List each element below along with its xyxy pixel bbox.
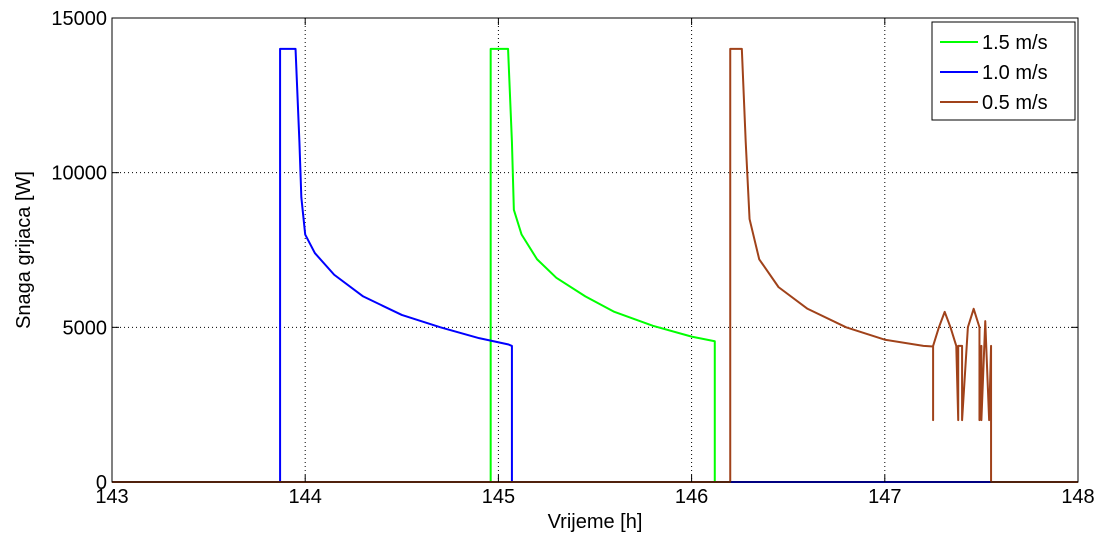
series-line-2 [112, 47, 1078, 483]
x-tick-label: 148 [1061, 486, 1094, 508]
y-tick-label: 10000 [51, 163, 107, 185]
axes-box [111, 17, 1079, 483]
y-axis-label: Snaga grijaca [W] [13, 171, 35, 329]
legend-label-2: 0.5 m/s [982, 92, 1048, 114]
legend: 1.5 m/s 1.0 m/s 0.5 m/s [931, 21, 1076, 121]
y-tick-label: 15000 [51, 8, 107, 30]
x-tick-label: 146 [675, 486, 708, 508]
series-lines [112, 47, 1078, 483]
x-tick-label: 144 [289, 486, 322, 508]
x-tick-label: 147 [868, 486, 901, 508]
y-tick-label: 5000 [63, 317, 108, 339]
series-line-0 [112, 47, 1078, 483]
series-line-1 [112, 47, 1078, 483]
grid [112, 18, 1078, 482]
legend-label-1: 1.0 m/s [982, 62, 1048, 84]
legend-label-0: 1.5 m/s [982, 32, 1048, 54]
plot-area [112, 18, 1078, 482]
x-axis-ticks: 143 144 145 146 147 148 [95, 18, 1095, 508]
x-tick-label: 143 [95, 486, 128, 508]
y-tick-label: 0 [96, 472, 107, 494]
x-tick-label: 145 [482, 486, 515, 508]
y-axis-ticks: 0 5000 10000 15000 [51, 8, 1078, 494]
x-axis-label: Vrijeme [h] [548, 511, 643, 533]
